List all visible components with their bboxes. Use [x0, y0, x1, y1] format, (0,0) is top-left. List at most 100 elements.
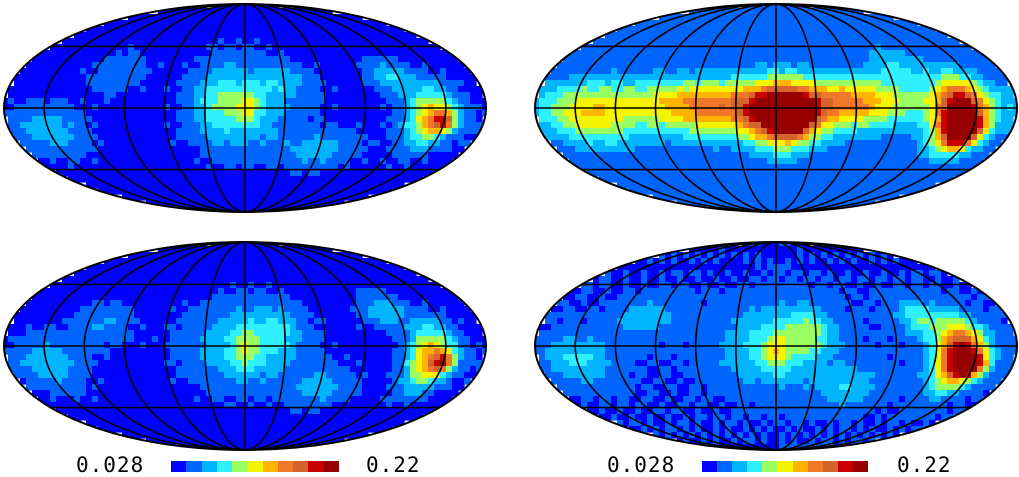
heatmap-cell — [350, 116, 357, 123]
heatmap-cell — [947, 128, 954, 135]
heatmap-cell — [302, 300, 309, 307]
heatmap-cell — [941, 98, 948, 105]
heatmap-cell — [821, 62, 828, 69]
heatmap-cell — [398, 140, 405, 147]
heatmap-cell — [743, 116, 750, 123]
heatmap-cell — [893, 140, 900, 147]
heatmap-cell — [743, 140, 750, 147]
heatmap-cell — [284, 50, 291, 57]
heatmap-cell — [296, 158, 303, 165]
heatmap-cell — [128, 170, 135, 177]
heatmap-cell — [146, 146, 153, 153]
heatmap-cell — [695, 38, 702, 45]
heatmap-cell — [659, 116, 666, 123]
heatmap-cell — [110, 176, 117, 183]
heatmap-cell — [941, 146, 948, 153]
heatmap-cell — [803, 62, 810, 69]
heatmap-cell — [254, 270, 261, 277]
heatmap-cell — [464, 92, 471, 99]
heatmap-cell — [422, 44, 429, 51]
heatmap-cell — [152, 294, 159, 301]
heatmap-cell — [707, 110, 714, 117]
heatmap-cell — [629, 86, 636, 93]
heatmap-cell — [230, 300, 237, 307]
heatmap-cell — [767, 50, 774, 57]
heatmap-cell — [797, 116, 804, 123]
heatmap-cell — [50, 294, 57, 301]
heatmap-cell — [224, 128, 231, 135]
heatmap-cell — [284, 44, 291, 51]
heatmap-cell — [350, 288, 357, 295]
heatmap-cell — [236, 56, 243, 63]
heatmap-cell — [404, 128, 411, 135]
heatmap-cell — [404, 134, 411, 141]
heatmap-cell — [104, 276, 111, 283]
heatmap-cell — [611, 134, 618, 141]
heatmap-cell — [302, 92, 309, 99]
heatmap-cell — [452, 116, 459, 123]
heatmap-cell — [188, 110, 195, 117]
heatmap-cell — [605, 116, 612, 123]
heatmap-cell — [671, 176, 678, 183]
heatmap-cell — [62, 116, 69, 123]
heatmap-cell — [464, 116, 471, 123]
heatmap-cell — [248, 86, 255, 93]
heatmap-cell — [236, 116, 243, 123]
heatmap-cell — [92, 134, 99, 141]
heatmap-cell — [260, 56, 267, 63]
heatmap-cell — [386, 116, 393, 123]
heatmap-cell — [248, 276, 255, 283]
heatmap-cell — [563, 62, 570, 69]
heatmap-cell — [158, 170, 165, 177]
heatmap-cell — [713, 134, 720, 141]
heatmap-cell — [605, 92, 612, 99]
heatmap-cell — [386, 26, 393, 33]
heatmap-cell — [629, 80, 636, 87]
heatmap-cell — [869, 62, 876, 69]
heatmap-cell — [266, 276, 273, 283]
heatmap-cell — [224, 26, 231, 33]
heatmap-cell — [158, 86, 165, 93]
heatmap-cell — [74, 276, 81, 283]
heatmap-cell — [458, 98, 465, 105]
heatmap-cell — [671, 92, 678, 99]
heatmap-cell — [599, 62, 606, 69]
heatmap-cell — [224, 86, 231, 93]
heatmap-cell — [755, 158, 762, 165]
heatmap-cell — [587, 158, 594, 165]
heatmap-cell — [86, 56, 93, 63]
heatmap-cell — [815, 26, 822, 33]
heatmap-cell — [296, 282, 303, 289]
heatmap-cell — [611, 140, 618, 147]
heatmap-cell — [218, 110, 225, 117]
heatmap-cell — [695, 32, 702, 39]
heatmap-cell — [56, 294, 63, 301]
heatmap-cell — [170, 170, 177, 177]
heatmap-cell — [635, 140, 642, 147]
heatmap-cell — [212, 140, 219, 147]
heatmap-cell — [332, 152, 339, 159]
heatmap-cell — [332, 264, 339, 271]
heatmap-cell — [296, 68, 303, 75]
heatmap-cell — [272, 92, 279, 99]
heatmap-cell — [707, 26, 714, 33]
heatmap-cell — [833, 98, 840, 105]
heatmap-cell — [923, 80, 930, 87]
heatmap-cell — [344, 20, 351, 27]
heatmap-cell — [308, 176, 315, 183]
heatmap-cell — [989, 116, 996, 123]
heatmap-cell — [422, 110, 429, 117]
heatmap-cell — [140, 86, 147, 93]
heatmap-cell — [665, 44, 672, 51]
heatmap-cell — [947, 110, 954, 117]
heatmap-cell — [581, 92, 588, 99]
heatmap-cell — [428, 134, 435, 141]
heatmap-cell — [224, 188, 231, 195]
heatmap-cell — [158, 128, 165, 135]
heatmap-cell — [422, 50, 429, 57]
heatmap-cell — [623, 92, 630, 99]
heatmap-cell — [80, 270, 87, 277]
heatmap-cell — [338, 270, 345, 277]
heatmap-cell — [236, 176, 243, 183]
